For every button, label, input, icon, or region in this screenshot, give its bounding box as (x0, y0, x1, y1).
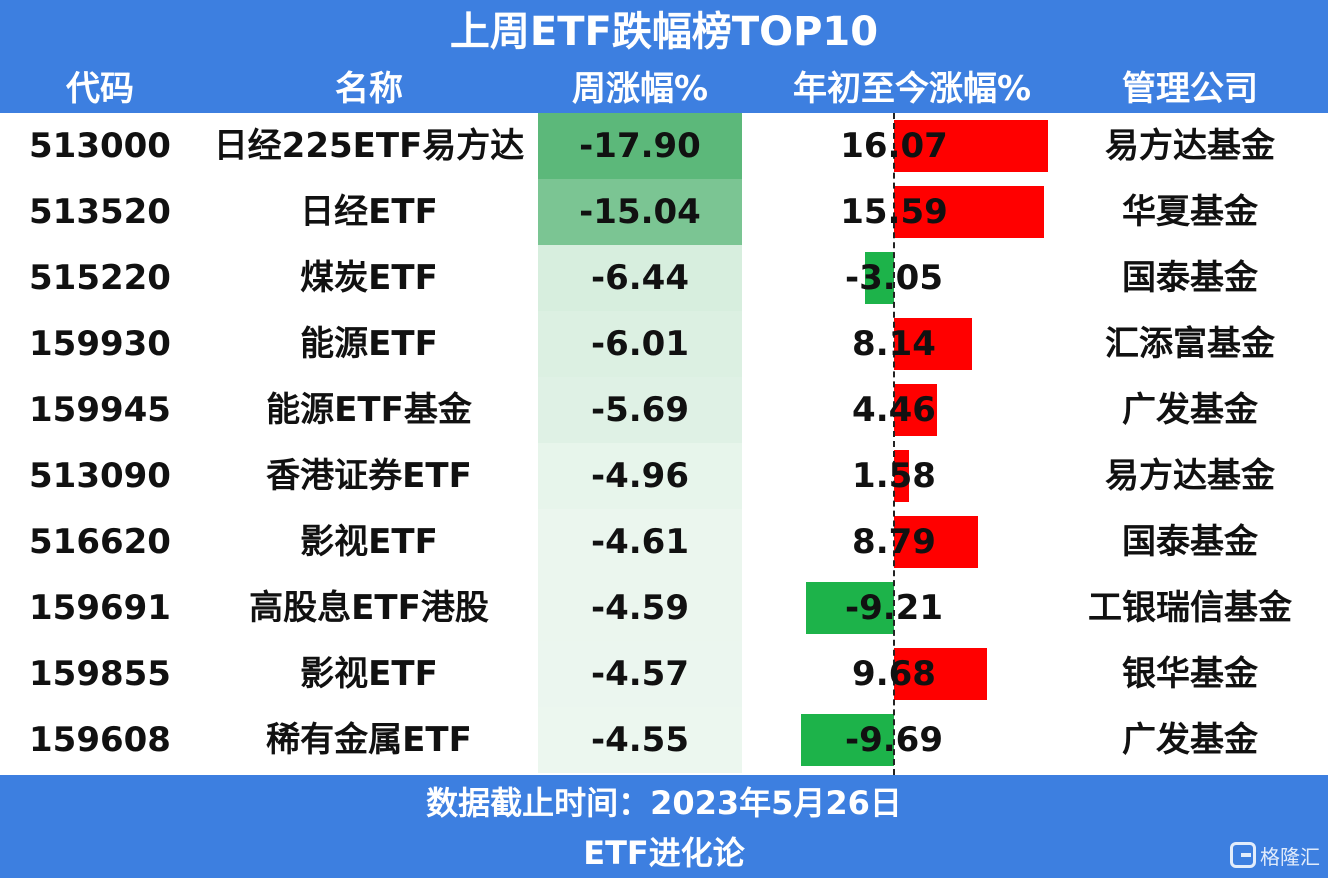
ytd-positive-bar (894, 384, 937, 436)
week-change-cell: -6.44 (591, 258, 689, 298)
code-cell: 159855 (29, 654, 171, 694)
company-cell: 华夏基金 (1122, 192, 1258, 232)
week-change-shade (538, 377, 742, 443)
ytd-change-value: 4.46 (852, 390, 936, 430)
table-row: 513520 日经ETF -15.04 15.59 华夏基金 (0, 179, 1328, 245)
company-cell: 汇添富基金 (1105, 324, 1275, 364)
week-change-shade (538, 641, 742, 707)
company-cell: 国泰基金 (1122, 258, 1258, 298)
ytd-change-value: -9.21 (845, 588, 943, 628)
name-cell: 日经ETF (300, 192, 438, 232)
week-change-cell: -5.69 (591, 390, 689, 430)
source-label: ETF进化论 (583, 834, 745, 872)
ytd-positive-bar (894, 318, 973, 370)
ytd-change-value: -9.69 (845, 720, 943, 760)
ytd-change-value: 1.58 (852, 456, 936, 496)
table-row: 159608 稀有金属ETF -4.55 -9.69 广发基金 (0, 707, 1328, 773)
company-cell: 工银瑞信基金 (1088, 588, 1292, 628)
code-cell: 159945 (29, 390, 171, 430)
ytd-change-value: -3.05 (845, 258, 943, 298)
ytd-negative-bar (805, 582, 894, 634)
company-cell: 广发基金 (1122, 390, 1258, 430)
code-cell: 159691 (29, 588, 171, 628)
name-cell: 影视ETF (300, 654, 438, 694)
company-cell: 易方达基金 (1105, 456, 1275, 496)
name-cell: 高股息ETF港股 (249, 588, 489, 628)
chart-title: 上周ETF跌幅榜TOP10 (449, 9, 879, 55)
table-body: 513000 日经225ETF易方达 -17.90 16.07 易方达基金 513520 日… (0, 113, 1328, 775)
company-cell: 易方达基金 (1105, 126, 1275, 166)
week-change-cell: -4.57 (591, 654, 689, 694)
name-cell: 能源ETF (300, 324, 438, 364)
name-cell: 稀有金属ETF (266, 720, 472, 760)
ytd-positive-bar (894, 648, 987, 700)
code-cell: 159930 (29, 324, 171, 364)
ytd-negative-bar (864, 252, 894, 304)
footer: 数据截止时间：2023年5月26日 ETF进化论 格隆汇 (0, 775, 1328, 878)
week-change-cell: -17.90 (579, 126, 701, 166)
table-row: 513000 日经225ETF易方达 -17.90 16.07 易方达基金 (0, 113, 1328, 179)
column-header-week-change: 周涨幅% (571, 69, 709, 109)
week-change-shade (538, 179, 742, 245)
name-cell: 影视ETF (300, 522, 438, 562)
ytd-change-value: 8.79 (852, 522, 936, 562)
name-cell: 香港证券ETF (266, 456, 472, 496)
table-row: 159855 影视ETF -4.57 9.68 银华基金 (0, 641, 1328, 707)
data-cutoff-date: 数据截止时间：2023年5月26日 (426, 784, 902, 822)
company-cell: 广发基金 (1122, 720, 1258, 760)
table-row: 159930 能源ETF -6.01 8.14 汇添富基金 (0, 311, 1328, 377)
gelonghui-logo-icon (1230, 842, 1256, 868)
ytd-change-value: 15.59 (840, 192, 948, 232)
watermark: 格隆汇 (1230, 840, 1320, 870)
company-cell: 银华基金 (1122, 654, 1258, 694)
column-header-code: 代码 (66, 69, 134, 109)
ytd-zero-axis (893, 113, 895, 775)
name-cell: 日经225ETF易方达 (213, 126, 525, 166)
week-change-cell: -4.59 (591, 588, 689, 628)
table-header: 上周ETF跌幅榜TOP10 代码 名称 周涨幅% 年初至今涨幅% 管理公司 (0, 0, 1328, 113)
column-header-ytd-change: 年初至今涨幅% (792, 69, 1032, 109)
week-change-shade (538, 509, 742, 575)
week-change-shade (538, 245, 742, 311)
code-cell: 516620 (29, 522, 171, 562)
week-change-shade (538, 575, 742, 641)
week-change-shade (538, 113, 742, 179)
company-cell: 国泰基金 (1122, 522, 1258, 562)
code-cell: 515220 (29, 258, 171, 298)
code-cell: 513090 (29, 456, 171, 496)
ytd-positive-bar (894, 120, 1049, 172)
ytd-change-value: 9.68 (852, 654, 936, 694)
column-header-company: 管理公司 (1122, 69, 1258, 109)
name-cell: 能源ETF基金 (266, 390, 472, 430)
week-change-cell: -4.55 (591, 720, 689, 760)
week-change-cell: -4.61 (591, 522, 689, 562)
column-header-name: 名称 (335, 69, 403, 109)
ytd-positive-bar (894, 516, 979, 568)
week-change-cell: -6.01 (591, 324, 689, 364)
table-row: 513090 香港证券ETF -4.96 1.58 易方达基金 (0, 443, 1328, 509)
table-row: 159691 高股息ETF港股 -4.59 -9.21 工银瑞信基金 (0, 575, 1328, 641)
week-change-cell: -15.04 (579, 192, 701, 232)
code-cell: 159608 (29, 720, 171, 760)
table-row: 159945 能源ETF基金 -5.69 4.46 广发基金 (0, 377, 1328, 443)
week-change-shade (538, 707, 742, 773)
week-change-shade (538, 443, 742, 509)
week-change-cell: -4.96 (591, 456, 689, 496)
ytd-positive-bar (894, 450, 910, 502)
table-row: 516620 影视ETF -4.61 8.79 国泰基金 (0, 509, 1328, 575)
code-cell: 513000 (29, 126, 171, 166)
ytd-negative-bar (800, 714, 894, 766)
ytd-change-value: 16.07 (840, 126, 948, 166)
week-change-shade (538, 311, 742, 377)
ytd-positive-bar (894, 186, 1044, 238)
watermark-text: 格隆汇 (1260, 844, 1320, 869)
name-cell: 煤炭ETF (300, 258, 438, 298)
code-cell: 513520 (29, 192, 171, 232)
ytd-change-value: 8.14 (852, 324, 936, 364)
table-row: 515220 煤炭ETF -6.44 -3.05 国泰基金 (0, 245, 1328, 311)
